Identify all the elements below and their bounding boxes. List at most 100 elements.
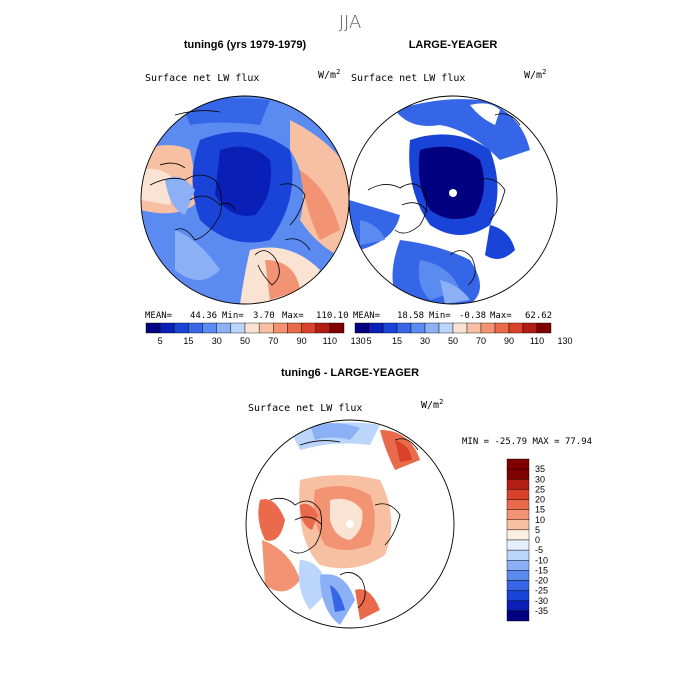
colorbar-swatch	[506, 509, 530, 520]
colorbar-swatch	[506, 468, 530, 480]
colorbar-tick-label: 35	[535, 464, 545, 474]
colorbar-tick-label: 30	[420, 336, 430, 346]
colorbar-swatch	[494, 322, 510, 334]
colorbar-tick-label: 110	[530, 336, 544, 346]
colorbar-swatch	[145, 322, 161, 334]
colorbar-swatch	[506, 560, 530, 571]
colorbar-swatch	[506, 479, 530, 490]
colorbar-swatch	[424, 322, 440, 334]
page-title: JJA	[339, 12, 362, 33]
colorbar-tick-label: -20	[535, 576, 548, 586]
colorbar-swatch	[506, 499, 530, 510]
colorbar-2-ticks: 5 15 30 50 70 90 110 130	[366, 336, 572, 346]
colorbar-swatch	[287, 322, 302, 334]
colorbar-tick-label: 5	[366, 336, 371, 346]
colorbar-swatch	[480, 322, 496, 334]
colorbar-tick-label: -25	[535, 586, 548, 596]
colorbar-swatch	[506, 570, 530, 581]
colorbar-1	[145, 322, 345, 334]
colorbar-swatch	[536, 322, 552, 334]
colorbar-swatch	[506, 489, 530, 500]
colorbar-tick-label: -30	[535, 596, 548, 606]
colorbar-swatch	[506, 610, 530, 622]
colorbar-tick-label: -35	[535, 606, 548, 616]
colorbar-1-ticks: 5 15 30 50 70 90 110 130	[158, 336, 366, 346]
panel3-variable: Surface net LW flux	[248, 403, 362, 414]
colorbar-tick-label: 130	[351, 336, 366, 346]
map-field-3	[246, 420, 454, 628]
svg-text:MEAN=: MEAN=	[145, 311, 173, 321]
colorbar-swatch	[258, 322, 274, 334]
colorbar-swatch	[202, 322, 217, 334]
colorbar-tick-label: 15	[535, 505, 545, 515]
colorbar-swatch	[216, 322, 232, 334]
colorbar-swatch	[244, 322, 260, 334]
colorbar-2	[354, 322, 552, 334]
colorbar-tick-label: 70	[268, 336, 278, 346]
colorbar-swatch	[506, 549, 530, 561]
panel3-minmax: MIN = -25.79 MAX = 77.94	[462, 437, 592, 447]
panel3-units: W/m2	[421, 398, 443, 411]
panel2-variable: Surface net LW flux	[351, 73, 465, 84]
colorbar-tick-label: -10	[535, 555, 548, 565]
colorbar-swatch	[396, 322, 412, 334]
panel-difference: tuning6 - LARGE-YEAGER Surface net LW fl…	[245, 367, 592, 629]
svg-text:44.36: 44.36	[190, 311, 217, 321]
svg-text:62.62: 62.62	[525, 311, 552, 321]
colorbar-swatch	[506, 539, 530, 551]
colorbar-swatch	[508, 322, 524, 334]
colorbar-tick-label: 5	[158, 336, 163, 346]
svg-text:3.70: 3.70	[253, 311, 275, 321]
colorbar-tick-label: 30	[212, 336, 222, 346]
svg-text:-0.38: -0.38	[459, 311, 486, 321]
colorbar-tick-label: 90	[297, 336, 307, 346]
svg-text:Max=: Max=	[282, 311, 304, 321]
svg-text:18.58: 18.58	[397, 311, 424, 321]
panel2-title: LARGE-YEAGER	[409, 39, 498, 51]
colorbar-swatch	[506, 529, 530, 541]
svg-text:110.10: 110.10	[316, 311, 349, 321]
panel1-variable: Surface net LW flux	[145, 73, 259, 84]
colorbar-swatch	[368, 322, 384, 334]
map-field-2	[349, 96, 557, 304]
colorbar-tick-label: 50	[448, 336, 458, 346]
map-field-1	[141, 96, 349, 304]
colorbar-tick-label: 90	[504, 336, 514, 346]
colorbar-swatch	[159, 322, 175, 334]
colorbar-tick-label: 10	[535, 515, 545, 525]
colorbar-swatch	[506, 519, 530, 531]
coastlines-3	[269, 438, 419, 609]
colorbar-swatch	[382, 322, 398, 334]
colorbar-tick-label: 5	[535, 525, 540, 535]
panel-tuning6: tuning6 (yrs 1979-1979) Surface net LW f…	[140, 39, 366, 346]
colorbar-swatch	[329, 322, 345, 334]
colorbar-tick-label: 15	[183, 336, 193, 346]
colorbar-swatch	[230, 322, 246, 334]
svg-text:Max=: Max=	[490, 311, 512, 321]
colorbar-swatch	[301, 322, 316, 334]
panel2-stats: MEAN= 18.58 Min= -0.38 Max= 62.62	[353, 311, 552, 321]
svg-text:Min=: Min=	[429, 311, 451, 321]
colorbar-swatch	[354, 322, 370, 334]
colorbar-tick-label: 130	[557, 336, 572, 346]
colorbar-swatch	[273, 322, 288, 334]
colorbar-tick-label: 0	[535, 535, 540, 545]
panel1-title: tuning6 (yrs 1979-1979)	[184, 39, 307, 51]
colorbar-tick-label: 25	[535, 484, 545, 494]
colorbar-swatch	[506, 590, 530, 601]
colorbar-swatch	[188, 322, 203, 334]
panel-large-yeager: LARGE-YEAGER Surface net LW flux W/m2	[348, 39, 573, 346]
svg-text:Min=: Min=	[222, 311, 244, 321]
colorbar-tick-label: 70	[476, 336, 486, 346]
panel3-title: tuning6 - LARGE-YEAGER	[281, 367, 419, 379]
map-outline-3	[245, 419, 455, 629]
colorbar-tick-label: 50	[240, 336, 250, 346]
colorbar-3	[506, 458, 530, 622]
colorbar-tick-label: 30	[535, 474, 545, 484]
colorbar-swatch	[315, 322, 331, 334]
svg-text:MEAN=: MEAN=	[353, 311, 381, 321]
panel1-stats: MEAN= 44.36 Min= 3.70 Max= 110.10	[145, 311, 349, 321]
colorbar-tick-label: -15	[535, 565, 548, 575]
colorbar-swatch	[410, 322, 426, 334]
